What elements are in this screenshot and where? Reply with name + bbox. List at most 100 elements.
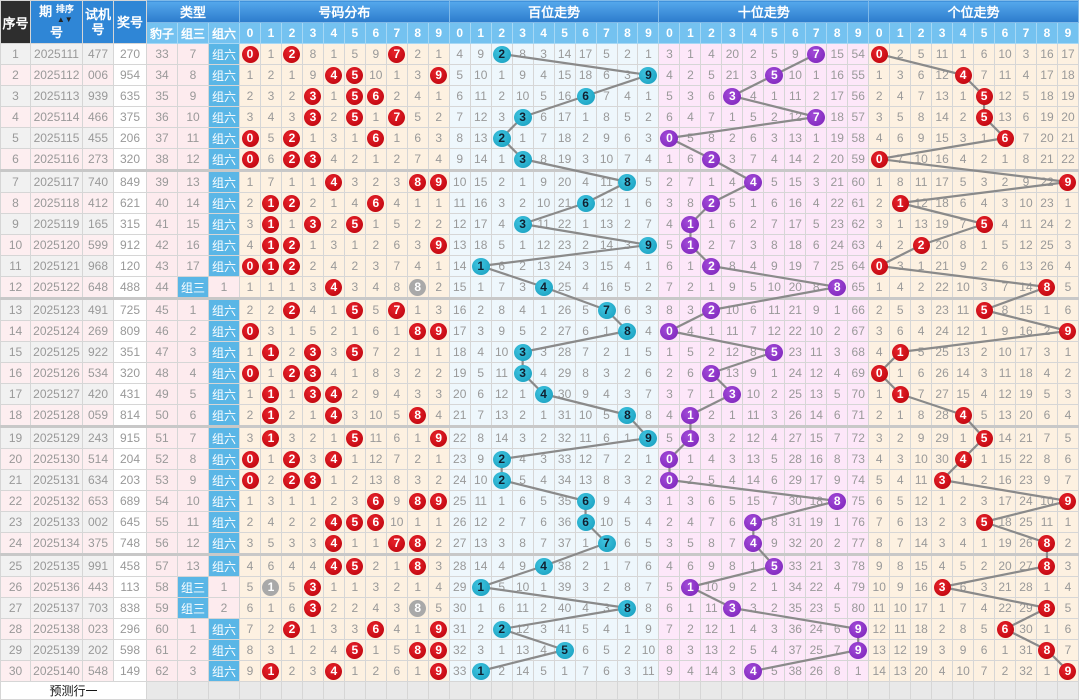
hund-cell: 4 <box>490 553 513 577</box>
units-hit-ball: 0 <box>870 45 888 63</box>
tens-cell: 7 <box>805 106 828 128</box>
predict-cell[interactable] <box>448 681 471 700</box>
units-cell: 8 <box>910 404 933 427</box>
predict-cell[interactable] <box>889 681 912 700</box>
leopard-cell: 38 <box>146 148 178 171</box>
predict-cell[interactable] <box>616 681 639 700</box>
dist-cell: 4 <box>322 362 345 384</box>
predict-cell[interactable] <box>385 681 408 700</box>
dist-hit-ball: 9 <box>430 173 448 191</box>
predict-cell[interactable] <box>994 681 1016 700</box>
dist-cell: 2 <box>301 639 324 661</box>
predict-cell[interactable] <box>490 681 513 700</box>
predict-cell[interactable] <box>973 681 996 700</box>
predict-cell[interactable] <box>847 681 870 700</box>
predict-cell[interactable] <box>1056 681 1079 700</box>
predict-cell[interactable] <box>301 681 324 700</box>
tens-cell: 8 <box>826 660 849 682</box>
predict-cell[interactable] <box>763 681 786 700</box>
tens-cell: 7 <box>763 213 786 235</box>
dist-cell: 2 <box>364 234 387 256</box>
hund-cell: 5 <box>595 43 618 65</box>
predict-cell[interactable] <box>826 681 849 700</box>
tens-cell: 7 <box>805 43 828 65</box>
predict-cell[interactable] <box>721 681 744 700</box>
digit-header-dist-9: 9 <box>427 22 450 44</box>
predict-cell[interactable] <box>784 681 807 700</box>
issue-cell: 2025111 <box>30 43 83 65</box>
predict-cell[interactable] <box>146 681 178 700</box>
dist-cell: 4 <box>239 234 261 256</box>
tens-cell: 10 <box>763 276 786 299</box>
trial-number-cell: 548 <box>82 660 114 682</box>
hund-cell: 3 <box>616 64 639 86</box>
predict-cell[interactable] <box>511 681 534 700</box>
predict-cell[interactable] <box>532 681 555 700</box>
predict-cell[interactable] <box>742 681 765 700</box>
tens-cell: 7 <box>658 618 681 640</box>
dist-hit-ball: 2 <box>283 150 301 168</box>
tens-cell: 13 <box>784 127 807 149</box>
dist-cell: 2 <box>364 553 387 577</box>
dist-cell: 3 <box>301 576 324 598</box>
tens-cell: 1 <box>763 362 786 384</box>
hund-cell: 10 <box>469 64 492 86</box>
predict-cell[interactable] <box>280 681 303 700</box>
dist-hit-ball: 8 <box>409 534 427 552</box>
predict-cell[interactable] <box>679 681 702 700</box>
predict-cell[interactable] <box>658 681 681 700</box>
predict-cell[interactable] <box>574 681 597 700</box>
units-cell: 1 <box>910 255 933 277</box>
leopard-cell: 59 <box>146 597 178 619</box>
group3-cell: 2 <box>177 320 209 342</box>
predict-cell[interactable] <box>931 681 954 700</box>
predict-cell[interactable] <box>259 681 282 700</box>
predict-cell[interactable] <box>595 681 618 700</box>
predict-cell[interactable] <box>805 681 828 700</box>
predict-cell[interactable] <box>952 681 975 700</box>
col-header-issue[interactable]: 期 排序 ▲▼ 号 <box>30 0 83 44</box>
units-hit-ball: 3 <box>933 471 951 489</box>
hund-cell: 6 <box>637 192 660 214</box>
tens-cell: 2 <box>721 127 744 149</box>
predict-cell[interactable] <box>1015 681 1037 700</box>
hund-cell: 14 <box>448 255 471 277</box>
tens-cell: 1 <box>679 576 702 598</box>
predict-cell[interactable] <box>1035 681 1058 700</box>
units-cell: 3 <box>931 532 954 555</box>
predict-cell[interactable] <box>553 681 576 700</box>
dist-cell: 1 <box>406 618 429 640</box>
hund-cell: 17 <box>574 43 597 65</box>
prize-number-cell: 113 <box>113 576 147 598</box>
units-cell: 5 <box>1056 425 1079 449</box>
predict-cell[interactable] <box>322 681 345 700</box>
dist-cell: 1 <box>364 148 387 171</box>
predict-cell[interactable] <box>469 681 492 700</box>
predict-cell[interactable] <box>207 681 241 700</box>
trial-number-cell: 375 <box>82 532 114 555</box>
group6-cell: 1 <box>207 576 241 598</box>
hund-cell: 35 <box>553 490 576 512</box>
hund-cell: 9 <box>595 127 618 149</box>
predict-cell[interactable] <box>427 681 450 700</box>
predict-cell[interactable] <box>910 681 933 700</box>
predict-cell[interactable] <box>406 681 429 700</box>
predict-cell[interactable] <box>343 681 366 700</box>
predict-cell[interactable] <box>700 681 723 700</box>
predict-cell[interactable] <box>177 681 209 700</box>
table-row: 1 2025111 477 270 33 7 组六 0 1 2 8 1 5 9 7 2 1 4 9 2 8 3 14 17 5 2… <box>0 43 1079 65</box>
hund-cell: 4 <box>574 169 597 193</box>
issue-cell: 2025112 <box>30 64 83 86</box>
table-row: 14 2025124 269 809 46 2 组六 0 3 1 5 2 1 6 1 8 9 17 3 9 5 2 27 6 1… <box>0 320 1079 342</box>
tens-cell: 64 <box>847 255 870 277</box>
predict-cell[interactable] <box>637 681 660 700</box>
dist-hit-ball: 9 <box>430 66 448 84</box>
seq-cell: 4 <box>0 106 31 128</box>
predict-cell[interactable] <box>239 681 261 700</box>
units-cell: 13 <box>994 404 1016 427</box>
units-cell: 5 <box>1035 383 1058 405</box>
tens-cell: 1 <box>679 404 702 427</box>
sort-button[interactable]: 排序 ▲▼ <box>56 4 74 25</box>
predict-cell[interactable] <box>364 681 387 700</box>
predict-cell[interactable] <box>868 681 891 700</box>
